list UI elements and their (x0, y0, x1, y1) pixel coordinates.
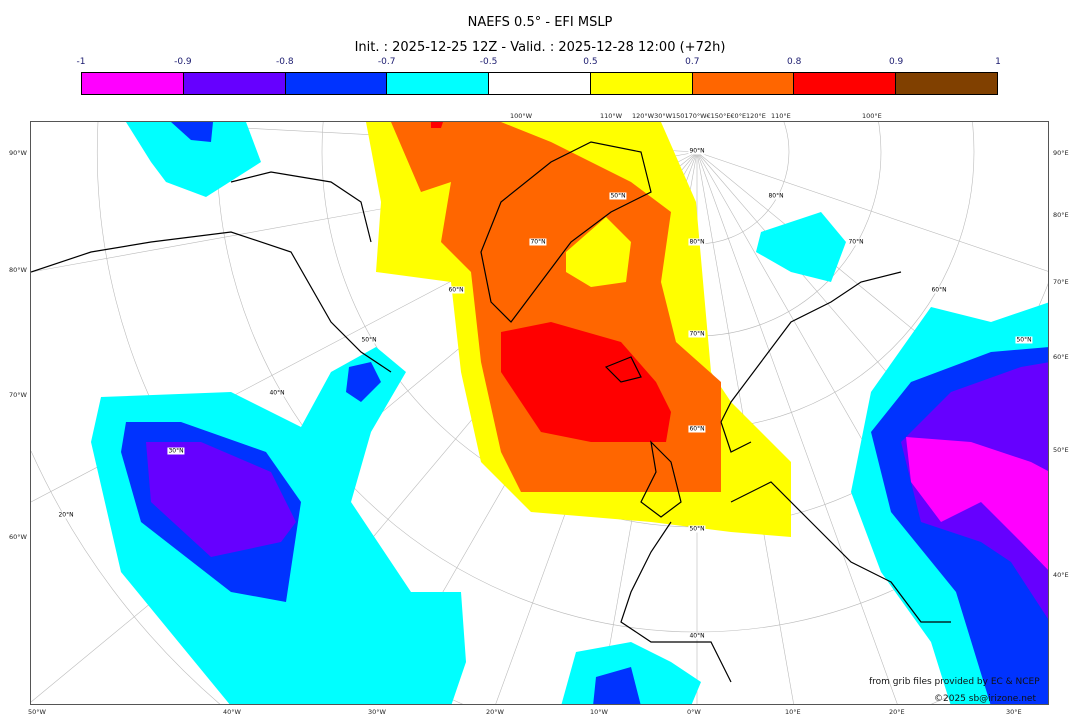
coastlines (31, 141, 951, 683)
copyright-credit: ©2025 sb@irizone.net (934, 694, 1036, 704)
colorbar-segment (794, 73, 897, 94)
latitude-label: 80°N (767, 192, 785, 200)
axis-label-top: 110°E (771, 112, 791, 120)
latitude-label: 90°N (688, 147, 706, 155)
colorbar-tick: -1 (76, 57, 86, 67)
purple-area-west (146, 442, 296, 557)
colorbar-segment (285, 73, 388, 94)
magenta-area-east (906, 437, 1048, 570)
blue-area-south (593, 667, 641, 704)
axis-label-bottom: 30°W (368, 708, 386, 716)
latitude-label: 70°N (688, 330, 706, 338)
colorbar-tick: 1 (995, 57, 1001, 67)
axis-label-bottom: 30°E (1006, 708, 1022, 716)
latitude-label: 50°N (1015, 336, 1033, 344)
latitude-label: 60°N (930, 286, 948, 294)
map-panel: 90°N 80°N 70°N 60°N 50°N 40°N 50°N 70°N 60°N 50°N… (30, 121, 1049, 705)
red-area (501, 322, 671, 442)
axis-label-bottom: 20°E (889, 708, 905, 716)
latitude-label: 70°N (529, 238, 547, 246)
colorbar (81, 72, 998, 95)
latitude-label: 20°N (57, 511, 75, 519)
yellow-hole (566, 217, 631, 287)
blue-area-nw (171, 122, 213, 142)
map-subtitle: Init. : 2025-12-25 12Z - Valid. : 2025-1… (354, 40, 726, 55)
colorbar-segment (896, 73, 998, 94)
latitude-label: 30°N (167, 447, 185, 455)
map-title: NAEFS 0.5° - EFI MSLP (467, 15, 613, 30)
axis-label-top: 100°W (510, 112, 533, 120)
latitude-label: 50°N (609, 192, 627, 200)
axis-label-bottom: 50°W (28, 708, 46, 716)
colorbar-segment (387, 73, 490, 94)
axis-label-left: 80°W (9, 266, 27, 274)
axis-label-top: 120°W30°W150170°W€150°E€0°E120°E (632, 112, 766, 120)
latitude-label: 40°N (268, 389, 286, 397)
axis-label-right: 90°E (1053, 149, 1069, 157)
colorbar-tick: 0.9 (888, 57, 904, 67)
axis-label-right: 60°E (1053, 353, 1069, 361)
blue-area-small (346, 362, 381, 402)
colorbar-segment (590, 73, 693, 94)
latitude-label: 60°N (688, 425, 706, 433)
colorbar-tick: 0.5 (583, 57, 598, 67)
colorbar-segment (489, 73, 591, 94)
axis-label-right: 70°E (1053, 278, 1069, 286)
axis-label-bottom: 0°W (687, 708, 701, 716)
red-area-north (431, 122, 443, 128)
axis-label-bottom: 20°W (486, 708, 504, 716)
colorbar-tick: 0.8 (787, 57, 802, 67)
latitude-label: 70°N (847, 238, 865, 246)
axis-label-right: 50°E (1053, 446, 1069, 454)
axis-label-bottom: 10°W (590, 708, 608, 716)
colorbar-tick: -0.5 (479, 57, 498, 67)
colorbar-segment (183, 73, 286, 94)
colorbar-segment (692, 73, 795, 94)
axis-label-left: 60°W (9, 533, 27, 541)
axis-label-left: 70°W (9, 391, 27, 399)
axis-label-bottom: 10°E (785, 708, 801, 716)
colorbar-tick: -0.9 (174, 57, 192, 67)
efi-field (31, 122, 1048, 704)
colorbar-tick: 0.7 (685, 57, 700, 67)
colorbar-tick: -0.8 (275, 57, 294, 67)
latitude-label: 80°N (688, 238, 706, 246)
source-credit: from grib files provided by EC & NCEP (869, 677, 1040, 687)
axis-label-right: 80°E (1053, 211, 1069, 219)
latitude-label: 60°N (447, 286, 465, 294)
axis-label-top: 100°E (862, 112, 882, 120)
colorbar-segment (82, 73, 184, 94)
cyan-area-nw (126, 122, 261, 197)
axis-label-left: 90°W (9, 149, 27, 157)
latitude-label: 40°N (688, 632, 706, 640)
axis-label-right: 40°E (1053, 571, 1069, 579)
cyan-area-ne (756, 212, 846, 282)
latitude-label: 50°N (688, 525, 706, 533)
latitude-label: 50°N (360, 336, 378, 344)
colorbar-tick: -0.7 (377, 57, 396, 67)
axis-label-bottom: 40°W (223, 708, 241, 716)
axis-label-top: 110°W (600, 112, 623, 120)
